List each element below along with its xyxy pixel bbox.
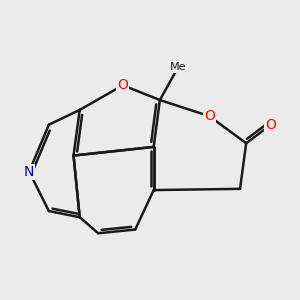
Text: O: O	[204, 109, 214, 123]
Text: O: O	[266, 118, 276, 132]
Text: O: O	[117, 78, 128, 92]
Text: Me: Me	[170, 62, 187, 72]
Text: N: N	[24, 165, 34, 178]
